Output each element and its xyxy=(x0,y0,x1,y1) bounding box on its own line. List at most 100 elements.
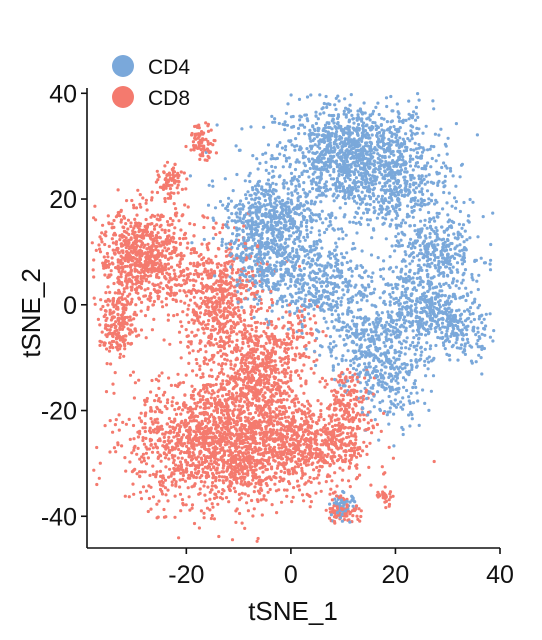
data-point-cd4 xyxy=(383,323,387,327)
data-point-cd8 xyxy=(383,485,387,489)
data-point-cd4 xyxy=(323,230,327,235)
data-point-cd8 xyxy=(235,357,239,361)
data-point-cd4 xyxy=(238,216,242,220)
data-point-cd4 xyxy=(466,324,470,328)
data-point-cd4 xyxy=(421,388,425,392)
data-point-cd8 xyxy=(172,435,176,439)
data-point-cd4 xyxy=(284,237,288,241)
data-point-cd4 xyxy=(229,199,233,203)
data-point-cd8 xyxy=(209,368,213,372)
data-point-cd8 xyxy=(122,290,126,294)
data-point-cd8 xyxy=(255,539,259,543)
data-point-cd8 xyxy=(259,498,263,502)
data-point-cd4 xyxy=(440,165,444,170)
data-point-cd4 xyxy=(307,175,311,179)
data-point-cd8 xyxy=(320,376,324,380)
data-point-cd4 xyxy=(455,261,460,265)
data-point-cd8 xyxy=(268,411,272,415)
data-point-cd4 xyxy=(375,390,380,394)
data-point-cd8 xyxy=(238,276,242,280)
data-point-cd4 xyxy=(368,365,372,369)
data-point-cd8 xyxy=(205,506,210,510)
data-point-cd8 xyxy=(158,487,163,492)
data-point-cd4 xyxy=(351,150,355,155)
data-point-cd4 xyxy=(340,182,344,186)
data-point-cd4 xyxy=(442,190,446,195)
data-point-cd4 xyxy=(414,164,418,168)
data-point-cd8 xyxy=(217,362,221,366)
data-point-cd4 xyxy=(359,293,363,297)
data-point-cd8 xyxy=(317,459,321,463)
data-point-cd8 xyxy=(300,417,304,421)
data-point-cd8 xyxy=(207,462,211,466)
data-point-cd4 xyxy=(258,283,262,287)
data-point-cd8 xyxy=(212,517,216,521)
data-point-cd4 xyxy=(461,223,466,227)
data-point-cd4 xyxy=(437,153,441,157)
data-point-cd4 xyxy=(312,307,316,311)
data-point-cd4 xyxy=(377,200,381,204)
data-point-cd4 xyxy=(306,312,311,316)
data-point-cd8 xyxy=(151,472,155,476)
data-point-cd4 xyxy=(369,177,373,181)
data-point-cd4 xyxy=(207,183,211,187)
data-point-cd4 xyxy=(400,221,404,225)
data-point-cd8 xyxy=(203,419,208,423)
data-point-cd8 xyxy=(100,231,104,235)
data-point-cd8 xyxy=(171,396,175,400)
data-point-cd4 xyxy=(283,128,287,132)
data-point-cd8 xyxy=(312,314,316,318)
data-point-cd4 xyxy=(270,164,274,169)
data-point-cd8 xyxy=(91,268,95,272)
data-point-cd4 xyxy=(401,305,405,309)
data-point-cd4 xyxy=(425,314,430,318)
data-point-cd8 xyxy=(257,335,261,339)
data-point-cd8 xyxy=(277,371,281,375)
data-point-cd8 xyxy=(202,516,206,520)
data-point-cd4 xyxy=(381,277,385,281)
data-point-cd4 xyxy=(414,348,419,352)
data-point-cd8 xyxy=(125,250,129,254)
data-point-cd4 xyxy=(407,395,411,399)
data-point-cd8 xyxy=(160,424,164,428)
data-point-cd8 xyxy=(116,275,121,279)
data-point-cd4 xyxy=(240,305,244,309)
data-point-cd8 xyxy=(232,477,236,481)
data-point-cd4 xyxy=(389,359,393,363)
data-point-cd8 xyxy=(172,202,176,206)
data-point-cd8 xyxy=(142,442,146,446)
data-point-cd4 xyxy=(305,232,309,236)
data-point-cd8 xyxy=(362,418,366,422)
data-point-cd8 xyxy=(143,400,147,404)
data-point-cd4 xyxy=(337,99,341,103)
data-point-cd4 xyxy=(274,189,278,193)
data-point-cd4 xyxy=(291,231,296,235)
data-point-cd8 xyxy=(271,424,275,428)
data-point-cd4 xyxy=(404,132,408,136)
data-point-cd4 xyxy=(246,190,250,194)
data-point-cd8 xyxy=(315,476,319,480)
data-point-cd4 xyxy=(425,268,429,273)
data-point-cd8 xyxy=(103,424,107,428)
data-point-cd8 xyxy=(243,492,247,496)
data-point-cd8 xyxy=(145,396,149,401)
data-point-cd8 xyxy=(242,224,246,228)
data-point-cd8 xyxy=(97,243,101,247)
data-point-cd4 xyxy=(278,174,282,178)
data-point-cd8 xyxy=(233,363,237,367)
data-point-cd8 xyxy=(235,338,239,342)
data-point-cd8 xyxy=(166,313,170,317)
data-point-cd8 xyxy=(210,502,214,506)
data-point-cd4 xyxy=(371,120,375,125)
data-point-cd8 xyxy=(125,299,129,303)
data-point-cd8 xyxy=(188,298,193,302)
data-point-cd8 xyxy=(262,321,266,326)
data-point-cd8 xyxy=(169,383,173,387)
data-point-cd4 xyxy=(392,181,396,185)
data-point-cd8 xyxy=(230,340,234,344)
data-point-cd8 xyxy=(141,452,145,456)
data-point-cd4 xyxy=(427,360,431,364)
data-point-cd8 xyxy=(259,306,263,310)
data-point-cd4 xyxy=(303,254,307,258)
data-point-cd4 xyxy=(458,209,462,214)
